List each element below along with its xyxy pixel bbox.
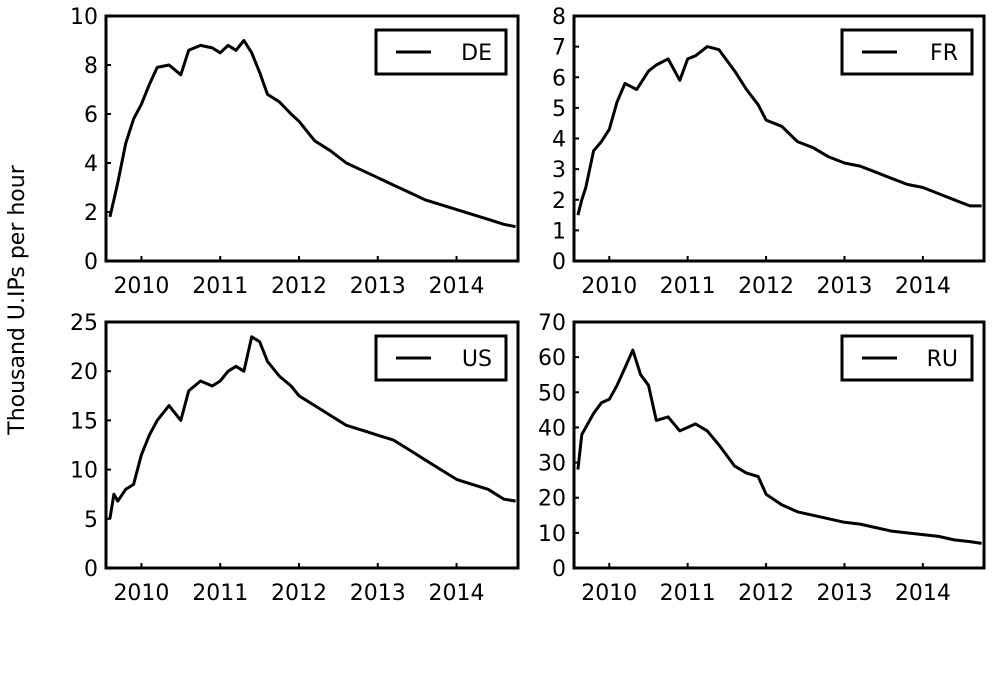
plot-frame-de xyxy=(104,14,520,263)
y-tick-label-ru: 20 xyxy=(538,487,566,512)
series-line-ru xyxy=(576,348,982,545)
y-tick-label-fr: 1 xyxy=(552,219,566,244)
legend-de: DE xyxy=(374,28,508,76)
y-tick-label-ru: 30 xyxy=(538,452,566,477)
y-tick-label-us: 5 xyxy=(84,508,98,533)
x-tick-label-fr: 2014 xyxy=(895,274,951,299)
y-tick-label-de: 4 xyxy=(84,152,98,177)
panel-fr: 0 1 2 3 4 5 6 7 8 2010 2011 2012 2013 2014 FR xyxy=(552,5,986,299)
plot-frame-ru xyxy=(572,320,986,570)
x-tick-label-us: 2012 xyxy=(271,581,327,606)
x-tick-label-de: 2011 xyxy=(192,274,248,299)
x-tick-label-us: 2011 xyxy=(192,581,248,606)
y-tick-label-fr: 6 xyxy=(552,66,566,91)
y-tick-label-ru: 60 xyxy=(538,346,566,371)
y-tick-label-de: 8 xyxy=(84,54,98,79)
y-tick-label-de: 0 xyxy=(84,250,98,275)
legend-label-us: US xyxy=(462,347,492,372)
series-line-fr xyxy=(576,45,982,216)
x-tick-label-de: 2010 xyxy=(113,274,169,299)
y-tick-label-fr: 5 xyxy=(552,97,566,122)
y-tick-label-fr: 0 xyxy=(552,250,566,275)
y-tick-label-ru: 70 xyxy=(538,311,566,336)
y-tick-label-us: 25 xyxy=(70,311,98,336)
x-tick-label-de: 2013 xyxy=(350,274,406,299)
x-tick-label-fr: 2010 xyxy=(581,274,637,299)
y-tick-label-ru: 40 xyxy=(538,416,566,441)
x-tick-label-ru: 2012 xyxy=(738,581,794,606)
y-tick-label-us: 15 xyxy=(70,409,98,434)
y-tick-label-us: 20 xyxy=(70,360,98,385)
x-tick-label-fr: 2011 xyxy=(660,274,716,299)
y-tick-label-fr: 2 xyxy=(552,189,566,214)
plot-frame-us xyxy=(104,320,520,570)
panel-de: 0 2 4 6 8 10 2010 2011 2012 2013 2014 DE xyxy=(70,5,520,299)
x-tick-label-us: 2013 xyxy=(350,581,406,606)
legend-us: US xyxy=(374,334,508,382)
y-tick-label-de: 10 xyxy=(70,5,98,30)
x-tick-label-ru: 2011 xyxy=(660,581,716,606)
y-tick-label-ru: 10 xyxy=(538,522,566,547)
y-tick-label-fr: 7 xyxy=(552,36,566,61)
legend-ru: RU xyxy=(840,334,974,382)
y-tick-label-de: 6 xyxy=(84,103,98,128)
x-tick-label-fr: 2013 xyxy=(816,274,872,299)
x-tick-label-de: 2012 xyxy=(271,274,327,299)
series-line-us xyxy=(108,335,516,520)
x-tick-label-us: 2014 xyxy=(429,581,485,606)
legend-label-ru: RU xyxy=(927,347,958,372)
y-tick-label-ru: 50 xyxy=(538,381,566,406)
y-tick-label-ru: 0 xyxy=(552,557,566,582)
series-line-de xyxy=(108,39,516,229)
y-tick-label-de: 2 xyxy=(84,201,98,226)
panel-us: 0 5 10 15 20 25 2010 2011 2012 2013 2014 US xyxy=(70,311,520,606)
x-tick-label-ru: 2010 xyxy=(581,581,637,606)
x-tick-label-de: 2014 xyxy=(429,274,485,299)
y-axis-label: Thousand U.IPs per hour xyxy=(5,164,30,435)
x-tick-label-ru: 2014 xyxy=(895,581,951,606)
panel-ru: 0 10 20 30 40 50 60 70 2010 2011 2012 2013 2014 RU xyxy=(538,311,986,606)
legend-fr: FR xyxy=(840,28,974,76)
y-tick-label-fr: 3 xyxy=(552,158,566,183)
y-tick-label-us: 10 xyxy=(70,459,98,484)
legend-label-de: DE xyxy=(461,41,492,66)
y-tick-label-fr: 4 xyxy=(552,128,566,153)
x-tick-label-ru: 2013 xyxy=(816,581,872,606)
y-tick-label-fr: 8 xyxy=(552,5,566,30)
legend-label-fr: FR xyxy=(930,41,958,66)
x-tick-label-us: 2010 xyxy=(113,581,169,606)
x-tick-label-fr: 2012 xyxy=(738,274,794,299)
y-tick-label-us: 0 xyxy=(84,557,98,582)
